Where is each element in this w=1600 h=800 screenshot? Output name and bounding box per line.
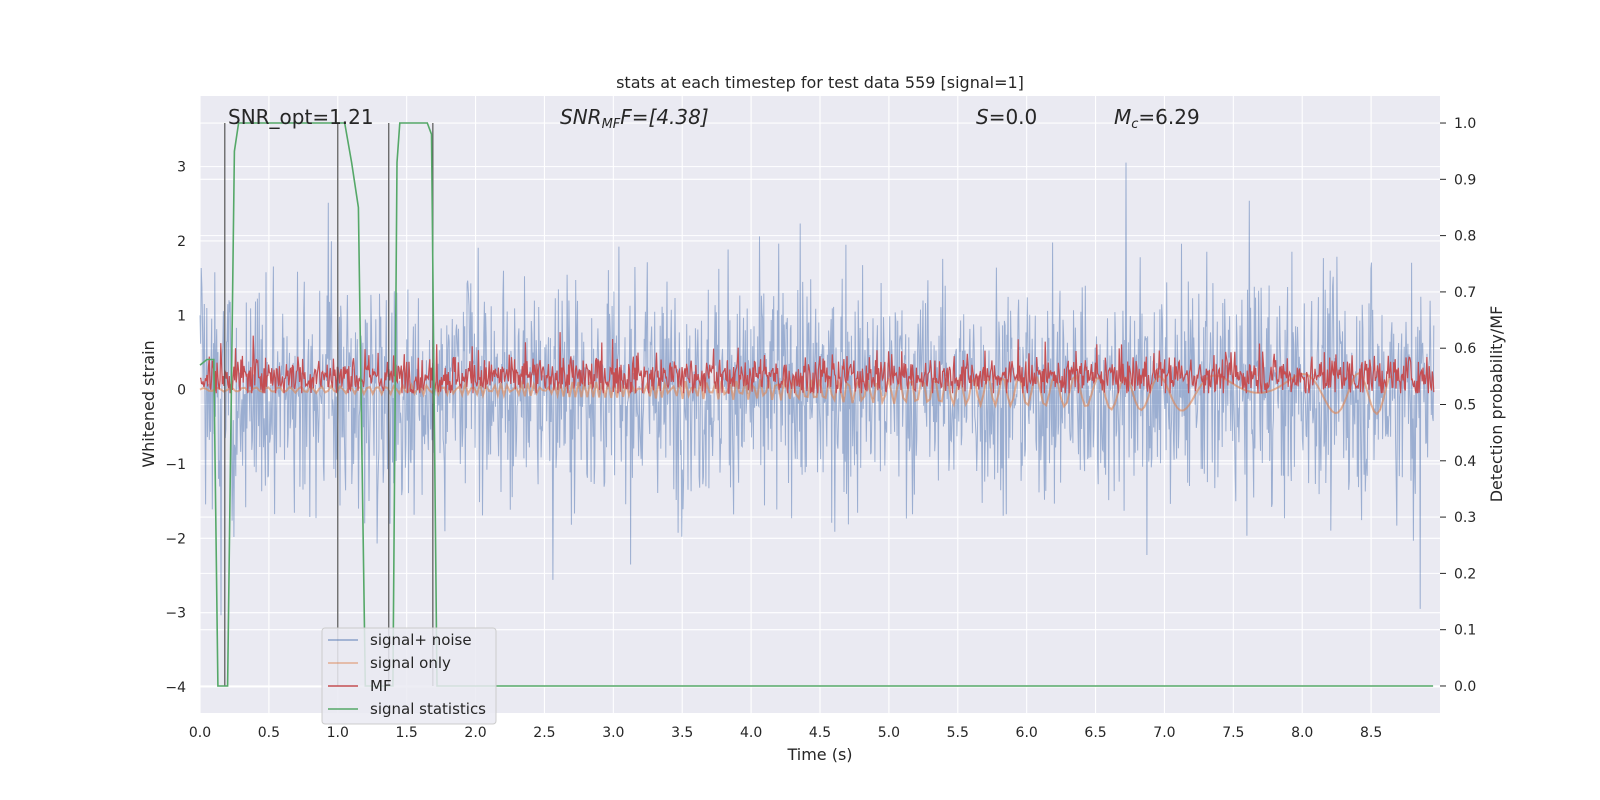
- x-tick-label: 4.5: [809, 725, 831, 741]
- y-right-tick-label: 1.0: [1454, 116, 1476, 132]
- x-axis-label: Time (s): [786, 745, 852, 764]
- x-tick-label: 5.0: [878, 725, 900, 741]
- y-tick-label: −2: [165, 531, 186, 547]
- y-right-tick-label: 0.6: [1454, 341, 1476, 357]
- annotation-mc: Mc=6.29: [1114, 105, 1200, 132]
- legend-label-signal: signal only: [370, 654, 451, 672]
- x-tick-label: 3.0: [602, 725, 624, 741]
- legend: signal+ noise signal only MF signal stat…: [321, 627, 497, 725]
- y-tick-label: −3: [165, 606, 186, 622]
- y-right-axis-label: Detection probability/MF: [1487, 306, 1506, 503]
- signal-only-line: [199, 372, 1393, 416]
- x-tick-label: 2.5: [533, 725, 555, 741]
- y-right-tick-label: 0.0: [1454, 679, 1476, 695]
- y-tick-label: −1: [165, 457, 186, 473]
- legend-label-mf: MF: [370, 677, 392, 695]
- signal-noise-line: [199, 162, 1435, 616]
- y-axis-label: Whitened strain: [139, 340, 158, 467]
- mf-line: [200, 332, 1435, 394]
- y-right-tick-label: 0.9: [1454, 172, 1476, 188]
- y-tick-label: 0: [177, 383, 186, 399]
- x-tick-label: 6.5: [1084, 725, 1106, 741]
- mf-series: [200, 332, 1435, 394]
- x-tick-label: 1.5: [396, 725, 418, 741]
- y-right-tick-label: 0.7: [1454, 285, 1476, 301]
- x-tick-label: 6.0: [1016, 725, 1038, 741]
- legend-label-stat: signal statistics: [370, 700, 486, 718]
- y-right-tick-label: 0.5: [1454, 398, 1476, 414]
- annotation-snr-opt: SNR_opt=1.21: [228, 105, 374, 129]
- y-right-tick-label: 0.8: [1454, 229, 1476, 245]
- x-tick-label: 5.5: [947, 725, 969, 741]
- x-tick-label: 2.0: [464, 725, 486, 741]
- y-right-tick-label: 0.2: [1454, 566, 1476, 582]
- annotation-snr-mf: SNRMFF=[4.38]: [560, 105, 709, 132]
- x-tick-label: 0.5: [258, 725, 280, 741]
- annotation-s: S=0.0: [976, 105, 1037, 129]
- x-tick-label: 4.0: [740, 725, 762, 741]
- y-right-tick-label: 0.1: [1454, 623, 1476, 639]
- x-tick-label: 8.0: [1291, 725, 1313, 741]
- signal-only-series: [199, 372, 1393, 416]
- signal-noise-series: [199, 162, 1435, 616]
- y-right-tick-label: 0.4: [1454, 454, 1476, 470]
- y-tick-label: 1: [177, 308, 186, 324]
- x-tick-label: 1.0: [327, 725, 349, 741]
- y-tick-label: 3: [177, 160, 186, 176]
- chart-title: stats at each timestep for test data 559…: [616, 73, 1024, 92]
- x-tick-label: 7.0: [1153, 725, 1175, 741]
- tick-labels: 0.0 0.5 1.0 1.5 2.0 2.5 3.0 3.5 4.0 4.5 5.0 5.5 6.0 6…: [165, 116, 1476, 741]
- y-right-tick-label: 0.3: [1454, 510, 1476, 526]
- x-tick-label: 3.5: [671, 725, 693, 741]
- legend-label-noise: signal+ noise: [370, 631, 472, 649]
- x-tick-label: 7.5: [1222, 725, 1244, 741]
- x-tick-label: 0.0: [189, 725, 211, 741]
- x-tick-label: 8.5: [1360, 725, 1382, 741]
- detection-markers: [224, 123, 434, 686]
- legend-box: [321, 627, 497, 725]
- y-tick-label: −4: [165, 680, 186, 696]
- y-tick-label: 2: [177, 234, 186, 250]
